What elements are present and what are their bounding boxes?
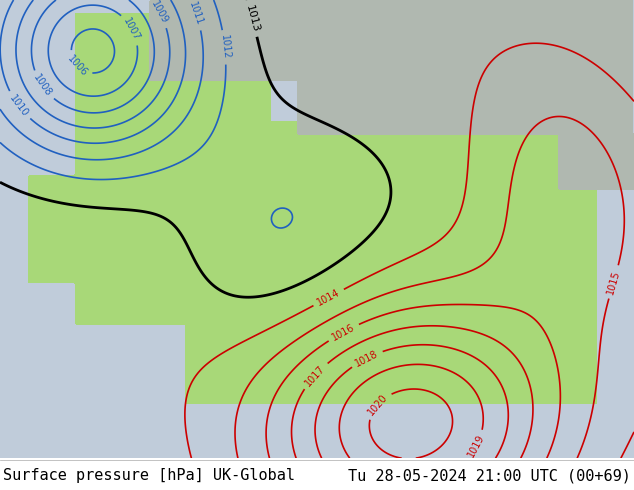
- Text: 1017: 1017: [303, 363, 327, 388]
- Text: 1010: 1010: [8, 93, 30, 119]
- Text: 1018: 1018: [354, 348, 380, 368]
- Text: 1014: 1014: [316, 287, 342, 308]
- Text: 1016: 1016: [330, 322, 357, 343]
- Text: Surface pressure [hPa] UK-Global: Surface pressure [hPa] UK-Global: [3, 468, 295, 483]
- Text: 1011: 1011: [188, 0, 205, 27]
- Text: Tu 28-05-2024 21:00 UTC (00+69): Tu 28-05-2024 21:00 UTC (00+69): [348, 468, 631, 483]
- Text: 1013: 1013: [244, 3, 261, 33]
- Text: 1006: 1006: [65, 53, 89, 78]
- Text: 1012: 1012: [219, 34, 231, 60]
- Text: 1009: 1009: [149, 0, 170, 25]
- Text: 1007: 1007: [122, 16, 142, 42]
- Text: 1015: 1015: [605, 269, 622, 295]
- Text: 1019: 1019: [466, 433, 486, 459]
- Text: 1020: 1020: [366, 392, 390, 417]
- Text: 1008: 1008: [31, 73, 53, 99]
